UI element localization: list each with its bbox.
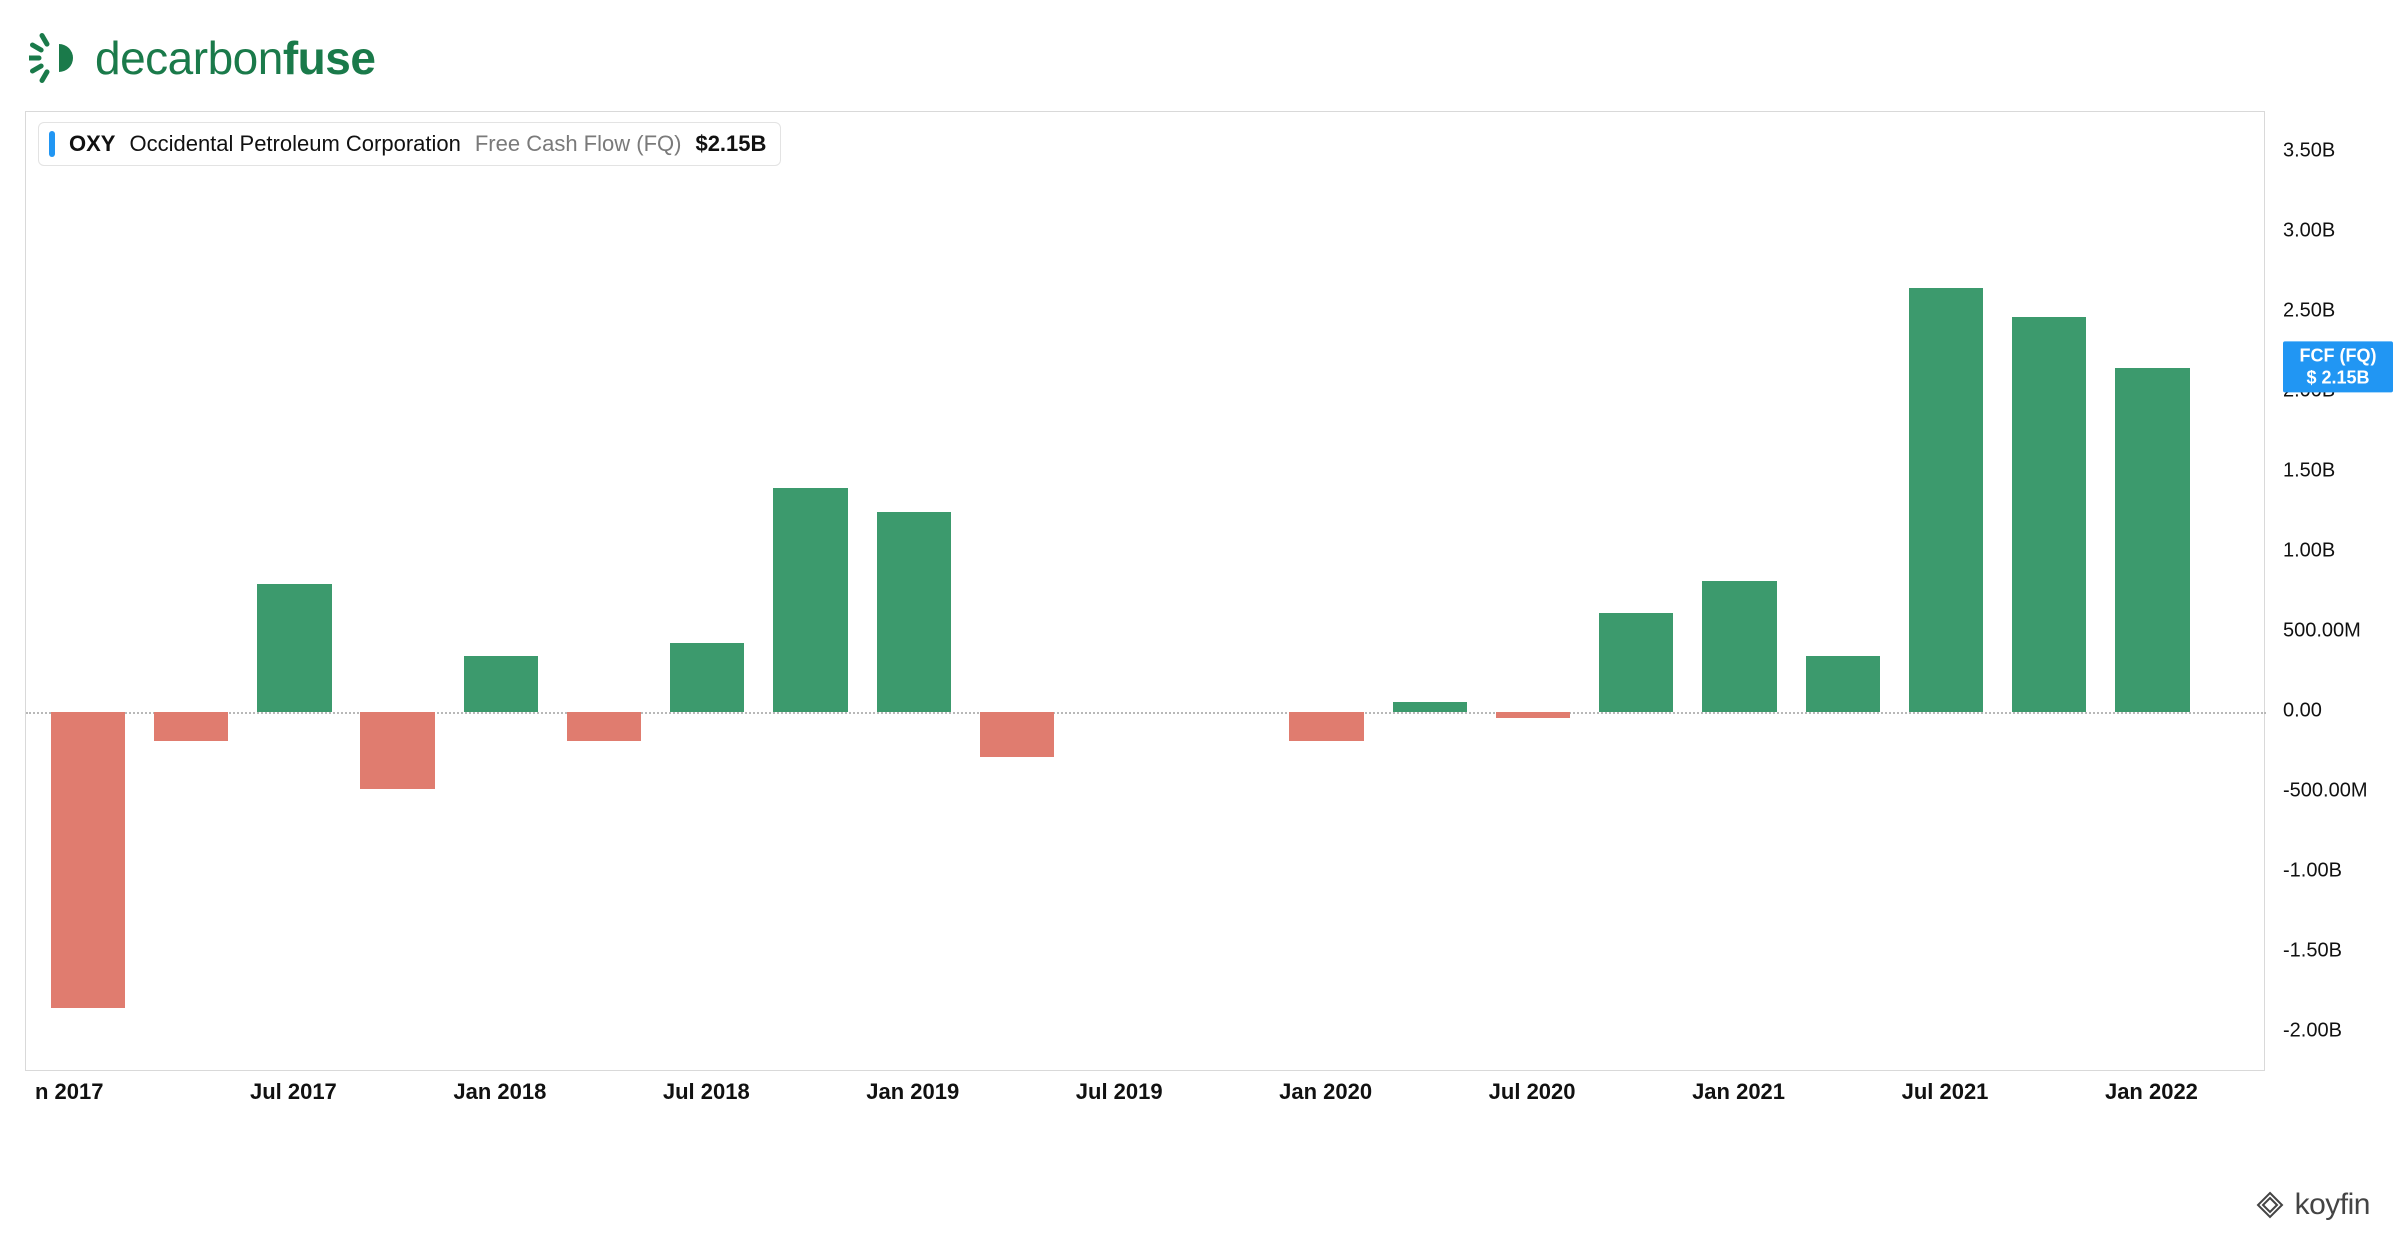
chart-bar (464, 656, 538, 712)
chart-bar (670, 643, 744, 712)
badge-value: $ 2.15B (2293, 367, 2383, 389)
chart-bar (257, 584, 331, 712)
x-tick-label: Jul 2021 (1902, 1079, 1989, 1105)
chart-bar (1806, 656, 1880, 712)
x-tick-label: Jan 2020 (1279, 1079, 1372, 1105)
x-tick-label: n 2017 (35, 1079, 104, 1105)
badge-label: FCF (FQ) (2293, 345, 2383, 367)
brand-logo: decarbonfuse (29, 30, 2375, 86)
chart-bar (1393, 702, 1467, 712)
attribution: koyfin (2255, 1188, 2370, 1222)
current-value-badge: FCF (FQ) $ 2.15B (2283, 341, 2393, 392)
x-tick-label: Jan 2019 (866, 1079, 959, 1105)
chart-bar (980, 712, 1054, 757)
y-tick-label: 1.50B (2283, 460, 2335, 483)
chart-bar (1496, 712, 1570, 718)
y-tick-label: 3.00B (2283, 220, 2335, 243)
chart-bar (773, 488, 847, 712)
chart-bar (1289, 712, 1363, 741)
y-tick-label: -1.00B (2283, 860, 2342, 883)
x-tick-label: Jul 2017 (250, 1079, 337, 1105)
x-tick-label: Jan 2022 (2105, 1079, 2198, 1105)
y-tick-label: 3.50B (2283, 140, 2335, 163)
chart-bar (1702, 581, 1776, 712)
x-tick-label: Jul 2020 (1489, 1079, 1576, 1105)
y-tick-label: -1.50B (2283, 940, 2342, 963)
chart-bar (2012, 317, 2086, 712)
y-tick-label: 500.00M (2283, 620, 2361, 643)
y-tick-label: -2.00B (2283, 1020, 2342, 1043)
attribution-icon (2255, 1190, 2285, 1220)
x-axis: n 2017 Jul 2017 Jan 2018 Jul 2018 Jan 2019 Ju… (25, 1079, 2265, 1129)
chart-bar (1909, 288, 1983, 712)
chart-bar (154, 712, 228, 741)
chart-bar (360, 712, 434, 789)
y-tick-label: 0.00 (2283, 700, 2322, 723)
y-axis: 3.50B3.00B2.50B2.00B1.50B1.00B500.00M0.0… (2265, 111, 2400, 1071)
chart-bar (877, 512, 951, 712)
y-tick-label: 2.50B (2283, 300, 2335, 323)
y-tick-label: 1.00B (2283, 540, 2335, 563)
brand-logo-icon (29, 30, 85, 86)
x-tick-label: Jul 2018 (663, 1079, 750, 1105)
y-tick-label: -500.00M (2283, 780, 2368, 803)
x-tick-label: Jan 2018 (453, 1079, 546, 1105)
chart-bar (1599, 613, 1673, 712)
chart-bar (2115, 368, 2189, 712)
attribution-text: koyfin (2295, 1188, 2370, 1222)
chart-bar (567, 712, 641, 741)
chart-plot-area: OXY Occidental Petroleum Corporation Fre… (25, 111, 2265, 1071)
x-tick-label: Jul 2019 (1076, 1079, 1163, 1105)
x-tick-label: Jan 2021 (1692, 1079, 1785, 1105)
chart-bar (51, 712, 125, 1008)
chart-container: OXY Occidental Petroleum Corporation Fre… (25, 111, 2375, 1151)
chart-bars (26, 112, 2266, 1072)
brand-logo-text: decarbonfuse (95, 31, 375, 85)
